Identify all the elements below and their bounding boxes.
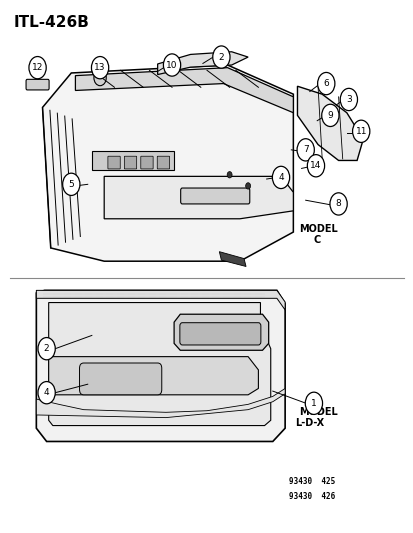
Text: MODEL: MODEL: [299, 407, 337, 417]
Text: 93430  425: 93430 425: [289, 477, 335, 486]
FancyBboxPatch shape: [108, 156, 120, 169]
Circle shape: [297, 139, 313, 161]
Text: 4: 4: [44, 388, 49, 397]
Polygon shape: [219, 252, 245, 266]
Polygon shape: [104, 176, 293, 219]
Polygon shape: [49, 303, 270, 425]
FancyBboxPatch shape: [179, 322, 260, 345]
Text: 13: 13: [94, 63, 106, 72]
Circle shape: [91, 56, 109, 79]
Text: 8: 8: [335, 199, 341, 208]
Circle shape: [306, 155, 324, 177]
Circle shape: [352, 120, 369, 142]
Circle shape: [339, 88, 357, 111]
Text: ITL-426B: ITL-426B: [14, 14, 89, 30]
Text: 93430  426: 93430 426: [289, 492, 335, 500]
Polygon shape: [36, 290, 285, 310]
Circle shape: [38, 337, 55, 360]
Circle shape: [212, 46, 230, 68]
FancyBboxPatch shape: [140, 156, 153, 169]
Circle shape: [94, 70, 106, 86]
Circle shape: [329, 193, 347, 215]
FancyBboxPatch shape: [79, 363, 161, 395]
Polygon shape: [43, 65, 293, 261]
Circle shape: [38, 382, 55, 404]
Text: 7: 7: [302, 146, 308, 155]
Text: 4: 4: [278, 173, 283, 182]
Text: 6: 6: [323, 79, 328, 88]
Polygon shape: [36, 290, 285, 441]
Text: C: C: [312, 235, 320, 245]
Polygon shape: [36, 389, 285, 418]
Polygon shape: [75, 68, 293, 113]
Text: 2: 2: [44, 344, 49, 353]
Text: 9: 9: [327, 111, 332, 120]
Text: 11: 11: [355, 127, 366, 136]
Circle shape: [62, 173, 80, 196]
Circle shape: [29, 56, 46, 79]
Text: 1: 1: [310, 399, 316, 408]
Circle shape: [321, 104, 338, 126]
Circle shape: [272, 166, 289, 189]
Text: 14: 14: [309, 161, 321, 170]
Polygon shape: [157, 52, 247, 75]
FancyBboxPatch shape: [157, 156, 169, 169]
Text: 5: 5: [68, 180, 74, 189]
FancyBboxPatch shape: [124, 156, 136, 169]
Circle shape: [227, 172, 232, 178]
Polygon shape: [92, 151, 174, 170]
Text: 10: 10: [166, 61, 177, 69]
Polygon shape: [174, 314, 268, 350]
Circle shape: [245, 183, 250, 189]
Text: 12: 12: [32, 63, 43, 72]
Polygon shape: [297, 86, 362, 160]
FancyBboxPatch shape: [180, 188, 249, 204]
Text: L-D-X: L-D-X: [295, 417, 324, 427]
Text: MODEL: MODEL: [299, 224, 337, 234]
Text: 3: 3: [345, 95, 351, 104]
FancyBboxPatch shape: [26, 79, 49, 90]
Circle shape: [317, 72, 334, 95]
Polygon shape: [49, 357, 258, 395]
Circle shape: [304, 392, 322, 415]
Circle shape: [163, 54, 180, 76]
Text: 2: 2: [218, 53, 224, 62]
